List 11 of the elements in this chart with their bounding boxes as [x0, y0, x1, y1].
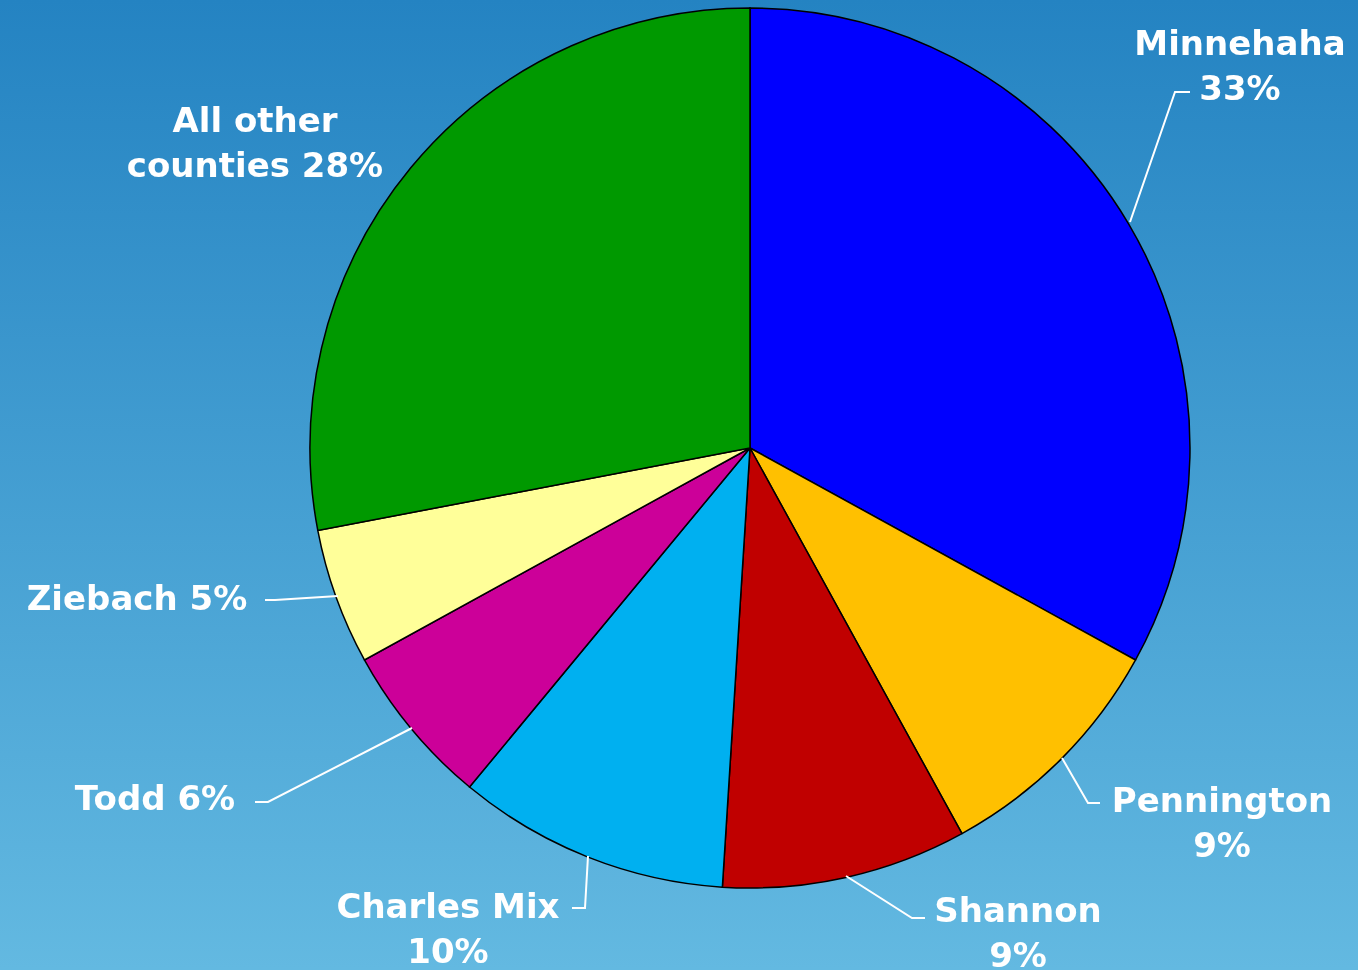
data-label: 10%	[407, 930, 489, 970]
data-label: 9%	[1193, 824, 1251, 865]
slice-label: Ziebach 5%	[26, 577, 248, 618]
slice-label: Shannon	[934, 889, 1102, 930]
slice-label: Pennington	[1111, 779, 1333, 820]
data-label: 33%	[1199, 67, 1281, 108]
slice-label: All other counties 28%	[126, 99, 384, 185]
data-label: 9%	[989, 934, 1047, 970]
slice-label: Charles Mix	[336, 885, 560, 926]
slice-label: Minnehaha	[1134, 22, 1346, 63]
slice-label: Todd 6%	[74, 777, 236, 818]
